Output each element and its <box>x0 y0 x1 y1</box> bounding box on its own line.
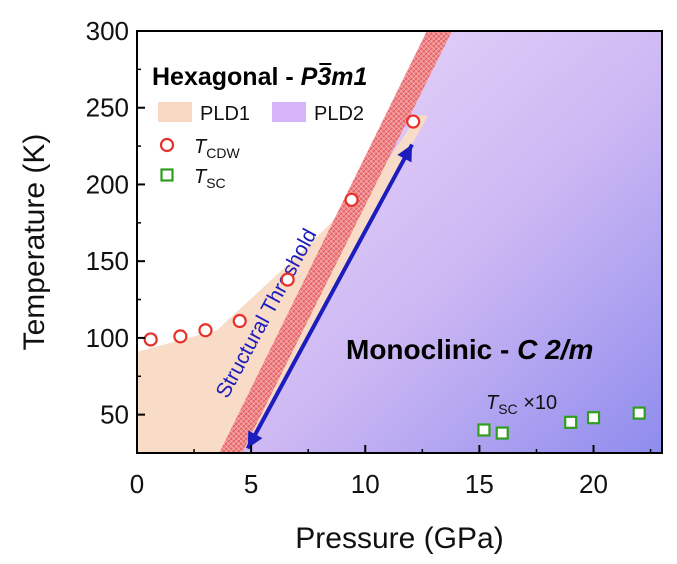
y-tick-label: 100 <box>86 323 129 353</box>
legend-label-pld1: PLD1 <box>200 103 250 125</box>
tsc-point <box>586 411 601 425</box>
legend-label-tsc: TSC <box>194 166 226 191</box>
tcdw-point <box>198 323 213 338</box>
legend-label-symbol: T <box>194 136 208 158</box>
y-axis-ticks: 50 100 150 200 250 300 <box>86 16 145 430</box>
hexagonal-prefix: Hexagonal - <box>152 63 301 91</box>
x-tick-label: 10 <box>351 469 380 499</box>
legend-marker-tsc <box>160 168 174 182</box>
y-tick-label: 150 <box>86 246 129 276</box>
threshold-arrow-head-up <box>397 144 413 163</box>
x-tick-label: 5 <box>244 469 258 499</box>
tsc-point <box>477 423 491 437</box>
hexagonal-space-group: P3m1 <box>301 63 368 91</box>
tsc-annot-scale: ×10 <box>518 392 557 414</box>
tsc-scale-annotation: TSC ×10 <box>486 392 557 417</box>
legend-label-pld2: PLD2 <box>314 103 364 125</box>
threshold-arrow-shaft <box>245 143 414 450</box>
threshold-arrow-head-down <box>247 430 263 449</box>
tcdw-point <box>406 114 421 129</box>
tcdw-point <box>344 192 359 207</box>
legend-label-symbol: T <box>194 166 208 188</box>
legend-label-subscript: SC <box>206 175 225 191</box>
tcdw-point <box>232 313 247 329</box>
legend-swatch-pld1 <box>158 102 192 122</box>
legend-label-subscript: CDW <box>206 145 240 161</box>
hexagonal-phase-label: Hexagonal - P3m1 <box>152 63 367 91</box>
x-tick-label: 20 <box>579 469 608 499</box>
monoclinic-phase-label: Monoclinic - C 2/m <box>346 334 593 365</box>
tsc-annot-symbol: T <box>486 392 500 414</box>
x-tick-label: 0 <box>130 469 144 499</box>
tsc-point <box>564 415 578 429</box>
y-tick-label: 200 <box>86 169 129 199</box>
x-axis-label: Pressure (GPa) <box>295 522 503 555</box>
y-tick-label: 50 <box>100 400 129 430</box>
threshold-arrow <box>245 143 414 450</box>
tcdw-point <box>173 329 188 344</box>
x-axis-ticks: 0 5 10 15 20 <box>130 445 652 499</box>
y-tick-label: 300 <box>86 16 129 46</box>
y-tick-label: 250 <box>86 93 129 123</box>
tsc-point <box>495 426 509 440</box>
legend-marker-tcdw <box>159 137 175 153</box>
data-markers <box>143 114 646 440</box>
monoclinic-prefix: Monoclinic - <box>346 334 517 365</box>
tsc-point <box>632 406 646 420</box>
plot-frame <box>136 30 663 454</box>
pld2-region <box>219 31 662 453</box>
tsc-annot-subscript: SC <box>498 401 517 417</box>
x-tick-label: 15 <box>465 469 494 499</box>
monoclinic-space-group: C 2/m <box>517 334 593 365</box>
legend-label-tcdw: TCDW <box>194 136 240 161</box>
tcdw-point <box>280 272 295 287</box>
legend-swatch-pld2 <box>272 102 306 122</box>
tcdw-point <box>143 332 158 347</box>
structural-threshold-band <box>219 31 452 453</box>
y-axis-label: Temperature (K) <box>18 134 51 351</box>
